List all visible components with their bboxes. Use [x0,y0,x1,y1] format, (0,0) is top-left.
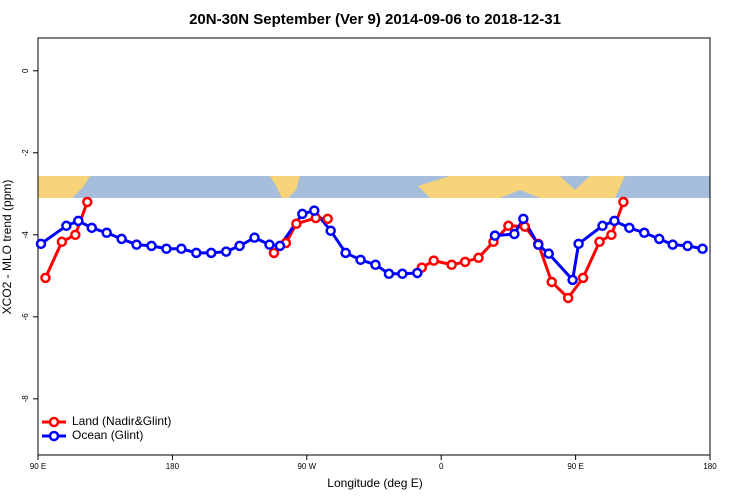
chart-title: 20N-30N September (Ver 9) 2014-09-06 to … [189,11,561,28]
point [86,222,98,234]
point [606,229,617,241]
point [61,220,72,232]
point [220,246,232,257]
point [473,252,484,264]
legend-label: Ocean (Glint) [72,428,143,442]
point [73,215,84,227]
point [370,259,381,270]
y-tick-label: -6 [21,313,30,321]
point [82,196,93,208]
point [161,243,172,255]
point [268,247,280,259]
point [412,267,423,279]
point [518,213,529,225]
x-tick-label: 180 [703,462,717,471]
point [131,239,142,250]
point [383,268,395,280]
point [205,247,217,259]
point [397,268,408,280]
point [639,227,650,239]
x-tick-label: 90 W [297,462,316,471]
point [234,240,245,252]
point [176,243,187,255]
point [667,239,678,250]
point [274,240,286,252]
x-tick-label: 90 E [30,462,46,471]
point [249,232,260,243]
point [543,248,554,259]
y-axis-label: XCO2 - MLO trend (ppm) [0,180,14,315]
point [191,247,202,259]
point [597,220,608,232]
point [101,227,112,239]
point [533,239,544,250]
point [428,255,439,266]
legend-label: Land (Nadir&Glint) [72,414,171,428]
point [609,215,620,227]
point [146,240,157,252]
point [70,229,81,241]
land-patch [38,176,90,198]
point [618,196,629,208]
y-tick-label: -4 [21,231,30,239]
point [116,233,127,245]
point [503,220,514,232]
point [577,272,589,284]
y-tick-label: -8 [21,395,30,403]
point [562,292,574,304]
x-axis-label: Longitude (deg E) [327,476,422,490]
point [697,243,708,255]
point [355,254,366,266]
point [446,259,457,270]
point [459,256,471,268]
x-tick-label: 180 [166,462,180,471]
y-tick-label: -2 [21,149,30,157]
point [340,247,351,259]
point [264,239,275,250]
point [567,274,578,286]
point [573,238,584,250]
point [653,233,665,245]
point [35,238,47,250]
x-tick-label: 90 E [567,462,583,471]
y-tick-label: 0 [21,68,30,73]
point [325,225,336,236]
land-patch [418,176,625,198]
point [594,236,605,248]
point [56,236,68,248]
legend-marker [48,430,60,442]
point [509,228,520,240]
point [40,272,51,284]
point [624,222,635,234]
point [291,218,302,229]
series-line [44,201,625,301]
point [297,208,308,220]
point [322,213,333,225]
point [546,276,557,288]
legend-marker [48,416,60,428]
point [489,230,501,241]
point [682,240,693,252]
x-tick-label: 0 [439,462,444,471]
land-patch [270,176,300,198]
point [309,205,320,216]
